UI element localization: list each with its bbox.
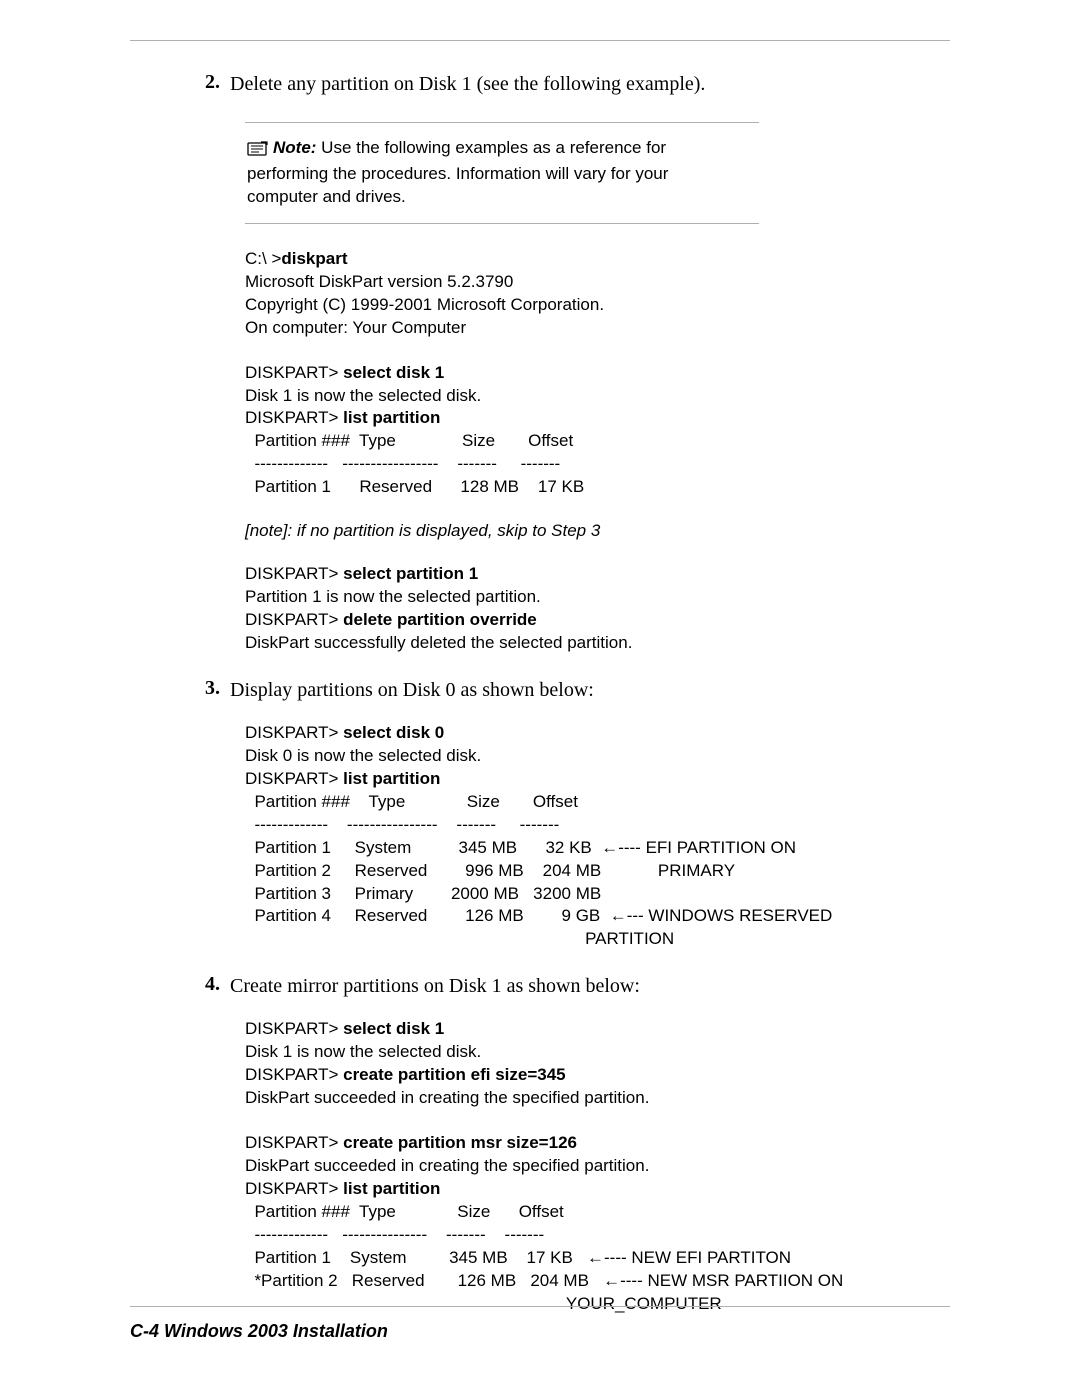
cmd-create-partition-msr: create partition msr size=126 bbox=[343, 1133, 577, 1152]
cmd-select-disk-1b: select disk 1 bbox=[343, 1019, 444, 1038]
table-row: Partition 2 Reserved 996 MB 204 MB PRIMA… bbox=[245, 861, 735, 880]
page: 2. Delete any partition on Disk 1 (see t… bbox=[0, 0, 1080, 1397]
inline-note-skip: [note]: if no partition is displayed, sk… bbox=[245, 521, 950, 541]
step-2-number: 2. bbox=[130, 71, 230, 98]
note-label: Note: bbox=[273, 138, 316, 157]
table-row: Partition 4 Reserved 126 MB 9 GB ←--- WI… bbox=[245, 906, 832, 925]
cmd-select-disk-1: select disk 1 bbox=[343, 363, 444, 382]
prompt: DISKPART> bbox=[245, 769, 343, 788]
table-row: YOUR_COMPUTER bbox=[245, 1294, 722, 1313]
prompt: DISKPART> bbox=[245, 1179, 343, 1198]
note-text-2: performing the procedures. Information w… bbox=[247, 163, 757, 186]
step-2-text: Delete any partition on Disk 1 (see the … bbox=[230, 71, 705, 98]
top-rule bbox=[130, 40, 950, 41]
prompt: DISKPART> bbox=[245, 1133, 343, 1152]
step-4-text: Create mirror partitions on Disk 1 as sh… bbox=[230, 973, 640, 1000]
table-row: Partition 1 System 345 MB 32 KB ←---- EF… bbox=[245, 838, 796, 857]
step-3-number: 3. bbox=[130, 677, 230, 704]
code-block-disk0-partitions: DISKPART> select disk 0 Disk 0 is now th… bbox=[245, 722, 950, 951]
step-4: 4. Create mirror partitions on Disk 1 as… bbox=[130, 973, 950, 1000]
note-box: Note: Use the following examples as a re… bbox=[245, 122, 759, 224]
output-disk1-selected: Disk 1 is now the selected disk. bbox=[245, 386, 481, 405]
cmd-list-partition: list partition bbox=[343, 769, 440, 788]
prompt: DISKPART> bbox=[245, 408, 343, 427]
output-created-efi: DiskPart succeeded in creating the speci… bbox=[245, 1088, 649, 1107]
cmd-prompt: C:\ > bbox=[245, 249, 281, 268]
step-2: 2. Delete any partition on Disk 1 (see t… bbox=[130, 71, 950, 98]
cmd-diskpart: diskpart bbox=[281, 249, 347, 268]
code-block-delete-partition: DISKPART> select partition 1 Partition 1… bbox=[245, 563, 950, 655]
table-rule: ------------- ---------------- ------- -… bbox=[245, 815, 559, 834]
prompt: DISKPART> bbox=[245, 363, 343, 382]
bottom-rule bbox=[130, 1306, 950, 1307]
table-header: Partition ### Type Size Offset bbox=[245, 431, 573, 450]
table-header: Partition ### Type Size Offset bbox=[245, 1202, 564, 1221]
code-block-create-efi: DISKPART> select disk 1 Disk 1 is now th… bbox=[245, 1018, 950, 1110]
output-copyright: Copyright (C) 1999-2001 Microsoft Corpor… bbox=[245, 295, 604, 314]
cmd-list-partition-b: list partition bbox=[343, 1179, 440, 1198]
page-footer: C-4 Windows 2003 Installation bbox=[130, 1321, 388, 1342]
cmd-select-disk-0: select disk 0 bbox=[343, 723, 444, 742]
table-row: Partition 1 Reserved 128 MB 17 KB bbox=[245, 477, 584, 496]
step-4-number: 4. bbox=[130, 973, 230, 1000]
table-row: Partition 3 Primary 2000 MB 3200 MB bbox=[245, 884, 601, 903]
prompt: DISKPART> bbox=[245, 1019, 343, 1038]
prompt: DISKPART> bbox=[245, 1065, 343, 1084]
output-deleted: DiskPart successfully deleted the select… bbox=[245, 633, 632, 652]
table-row: PARTITION bbox=[245, 929, 674, 948]
output-partition1-selected: Partition 1 is now the selected partitio… bbox=[245, 587, 541, 606]
output-version: Microsoft DiskPart version 5.2.3790 bbox=[245, 272, 513, 291]
cmd-select-partition-1: select partition 1 bbox=[343, 564, 478, 583]
cmd-list-partition: list partition bbox=[343, 408, 440, 427]
code-block-select-disk1: DISKPART> select disk 1 Disk 1 is now th… bbox=[245, 362, 950, 500]
table-header: Partition ### Type Size Offset bbox=[245, 792, 578, 811]
table-rule: ------------- --------------- ------- --… bbox=[245, 1225, 544, 1244]
code-block-diskpart-start: C:\ >diskpart Microsoft DiskPart version… bbox=[245, 248, 950, 340]
note-icon bbox=[247, 140, 269, 163]
note-text-1: Use the following examples as a referenc… bbox=[316, 138, 666, 157]
prompt: DISKPART> bbox=[245, 564, 343, 583]
note-text-3: computer and drives. bbox=[247, 186, 757, 209]
prompt: DISKPART> bbox=[245, 723, 343, 742]
cmd-delete-partition-override: delete partition override bbox=[343, 610, 537, 629]
output-computer: On computer: Your Computer bbox=[245, 318, 466, 337]
prompt: DISKPART> bbox=[245, 610, 343, 629]
note-line-1: Note: Use the following examples as a re… bbox=[247, 137, 757, 163]
step-3: 3. Display partitions on Disk 0 as shown… bbox=[130, 677, 950, 704]
output-disk0-selected: Disk 0 is now the selected disk. bbox=[245, 746, 481, 765]
table-rule: ------------- ----------------- ------- … bbox=[245, 454, 560, 473]
cmd-create-partition-efi: create partition efi size=345 bbox=[343, 1065, 566, 1084]
output-disk1-selected-b: Disk 1 is now the selected disk. bbox=[245, 1042, 481, 1061]
table-row: *Partition 2 Reserved 126 MB 204 MB ←---… bbox=[245, 1271, 843, 1290]
table-row: Partition 1 System 345 MB 17 KB ←---- NE… bbox=[245, 1248, 791, 1267]
step-3-text: Display partitions on Disk 0 as shown be… bbox=[230, 677, 594, 704]
code-block-create-msr: DISKPART> create partition msr size=126 … bbox=[245, 1132, 950, 1316]
output-created-msr: DiskPart succeeded in creating the speci… bbox=[245, 1156, 649, 1175]
